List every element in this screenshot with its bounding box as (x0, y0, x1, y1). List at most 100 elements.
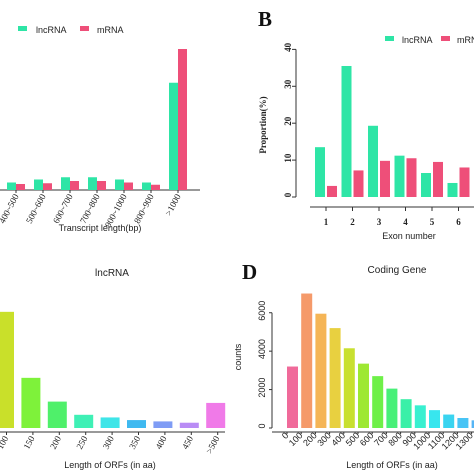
legend-label-mrna: mRNA (97, 25, 124, 35)
legend-label-lncrna: lncRNA (36, 25, 67, 35)
bar-mrna-b-0 (327, 185, 337, 197)
legend-swatch-mrna (80, 26, 89, 31)
bar-d-3 (329, 328, 341, 428)
bar-mrna-b-5 (459, 167, 470, 197)
y-tick-label-b-0: 0 (283, 192, 293, 197)
x-tick-label-c-1: 150 (21, 434, 36, 451)
x-tick-label-b-0: 1 (324, 217, 329, 227)
bar-mrna-b-1 (353, 170, 364, 197)
x-tick-label-b-4: 5 (430, 217, 435, 227)
bar-c-4 (100, 417, 120, 428)
bar-c-5 (127, 420, 146, 428)
bar-d-6 (372, 376, 384, 428)
x-tick-label-b-1: 2 (350, 217, 355, 227)
legend-swatch-lncrna (18, 26, 27, 31)
panel-letter-b: B (258, 7, 272, 31)
bar-d-4 (343, 348, 355, 428)
bar-d-8 (400, 399, 412, 428)
y-tick-label-b-1: 10 (283, 153, 293, 163)
x-tick-label-c-0: 100 (0, 434, 11, 451)
panel-letter-d: D (242, 260, 257, 284)
x-tick-label-c-2: 200 (48, 434, 63, 451)
bar-mrna-3 (97, 181, 106, 190)
bar-lncrna-4 (115, 179, 124, 190)
bar-d-10 (429, 410, 440, 428)
x-tick-label-1: 500~600 (24, 192, 48, 225)
bar-mrna-0 (16, 184, 25, 190)
x-tick-label-c-5: 350 (127, 434, 142, 451)
bar-lncrna-b-3 (394, 155, 405, 197)
x-tick-label-b-5: 6 (456, 217, 461, 227)
y-tick-label-d-3: 6000 (257, 301, 267, 321)
bar-d-7 (386, 388, 398, 428)
x-tick-label-3: 700~800 (78, 192, 102, 225)
bar-c-7 (179, 422, 199, 428)
legend-swatch-mrna-b (441, 36, 450, 41)
legend-swatch-lncrna-b (385, 36, 394, 41)
x-tick-label-c-6: 400 (153, 434, 168, 451)
bar-lncrna-b-5 (447, 182, 458, 197)
x-axis-title-d: Length of ORFs (in aa) (346, 460, 438, 470)
x-tick-label-5: 800~900 (132, 192, 156, 225)
x-axis-title: Transcript length(bp) (59, 223, 142, 233)
x-tick-label-d-0: 0 (280, 430, 291, 441)
bar-d-12 (457, 418, 469, 428)
bar-mrna-b-3 (406, 158, 417, 197)
y-tick-label-b-3: 30 (283, 79, 293, 89)
bar-lncrna-2 (61, 177, 70, 190)
bar-d-9 (414, 405, 426, 428)
chart-title-c: lncRNA (95, 268, 129, 279)
x-tick-label-c-8: >500 (204, 434, 222, 456)
y-tick-label-d-2: 4000 (257, 339, 267, 359)
y-tick-label-d-0: 0 (257, 423, 267, 428)
x-axis-title-b: Exon number (382, 231, 436, 241)
bar-lncrna-b-2 (368, 125, 378, 197)
bar-d-1 (301, 293, 313, 428)
bar-lncrna-b-1 (341, 65, 352, 197)
x-tick-label-b-3: 4 (403, 217, 408, 227)
bar-mrna-1 (43, 183, 52, 190)
bar-lncrna-b-0 (315, 147, 325, 197)
bar-d-0 (287, 366, 298, 428)
bar-d-2 (315, 313, 327, 428)
x-tick-label-2: 600~700 (51, 192, 75, 225)
bar-c-8 (206, 402, 226, 428)
y-axis-title-d: counts (233, 343, 243, 370)
bar-lncrna-3 (88, 177, 97, 190)
bar-lncrna-1 (34, 179, 43, 190)
bar-lncrna-6 (169, 82, 178, 190)
bar-mrna-2 (70, 181, 79, 190)
y-tick-label-b-4: 40 (283, 42, 293, 52)
x-tick-label-c-3: 250 (74, 434, 89, 451)
bar-mrna-b-4 (433, 161, 443, 197)
bar-mrna-5 (151, 184, 160, 190)
bar-d-11 (443, 414, 455, 428)
bar-lncrna-5 (142, 182, 151, 190)
bar-c-3 (74, 414, 94, 428)
bar-c-0 (0, 311, 14, 428)
bar-c-6 (153, 421, 173, 428)
bar-d-13 (471, 420, 474, 428)
x-tick-label-c-7: 450 (180, 434, 195, 451)
bar-mrna-6 (178, 49, 187, 190)
x-tick-label-c-4: 300 (101, 434, 116, 451)
bar-lncrna-b-4 (421, 173, 431, 197)
y-tick-label-d-1: 2000 (257, 378, 267, 398)
bar-lncrna-0 (7, 182, 16, 190)
x-tick-label-6: >1000 (163, 192, 183, 218)
x-tick-label-0: 400~500 (0, 192, 21, 225)
x-tick-label-b-2: 3 (377, 217, 382, 227)
legend-label-mrna-b: mRNA (457, 35, 474, 45)
y-axis-title-b: Proportion(%) (258, 96, 268, 153)
bar-c-2 (47, 401, 67, 428)
bar-c-1 (21, 377, 41, 428)
y-tick-label-b-2: 20 (283, 116, 293, 126)
chart-title-d: Coding Gene (368, 265, 427, 276)
legend-label-lncrna-b: lncRNA (402, 35, 433, 45)
bar-mrna-4 (124, 182, 133, 190)
x-axis-title-c: Length of ORFs (in aa) (64, 460, 156, 470)
bar-mrna-b-2 (380, 160, 390, 197)
bar-d-5 (358, 363, 369, 428)
